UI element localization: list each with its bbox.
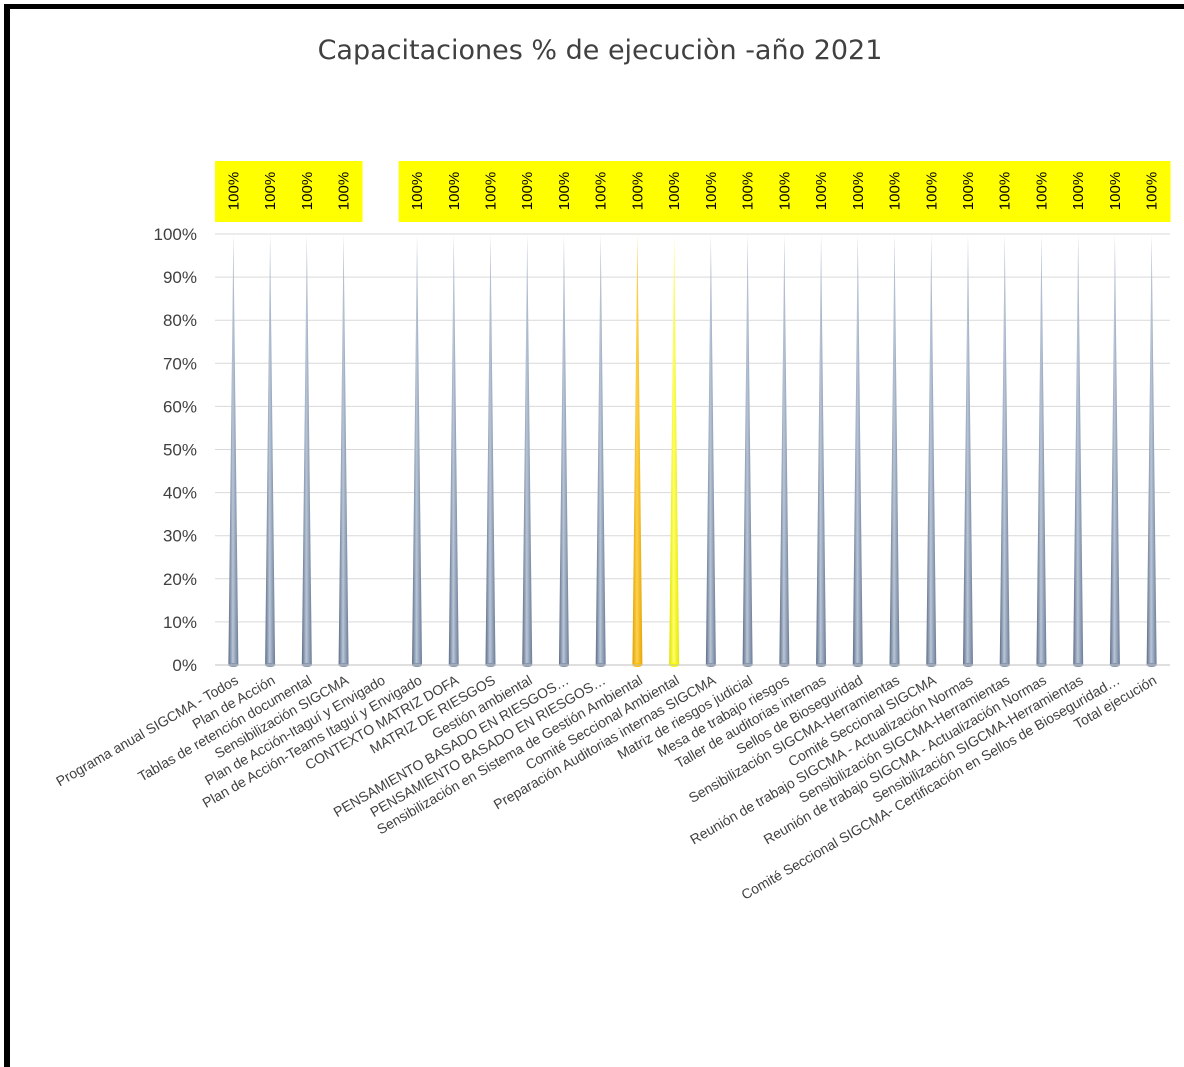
data-label-background [802,161,841,222]
data-label: 100% [1033,172,1050,210]
bar-cone [742,234,753,665]
data-label-background [655,161,694,222]
bar-cone [338,234,349,665]
bar-cone [1036,234,1047,665]
y-tick-label: 20% [163,570,197,589]
data-label: 100% [409,172,426,210]
data-label: 100% [629,172,646,210]
data-label-background [1023,161,1061,222]
data-label: 100% [813,172,830,210]
data-label: 100% [1144,172,1161,210]
data-label-background [398,161,436,222]
bar-cone [448,234,459,665]
bar-cone [301,234,312,665]
bar-cone [1146,234,1157,665]
data-label-background [545,161,583,222]
chart-frame: Capacitaciones % de ejecuciòn -año 2021 … [4,4,1184,1067]
bar-cone [1109,234,1120,665]
data-label: 100% [923,172,940,210]
bar-cone [228,234,239,665]
data-label: 100% [336,172,353,210]
bar-cone [816,234,827,665]
data-label-background [582,161,620,222]
y-tick-label: 100% [154,225,197,244]
bar-cone [889,234,900,665]
bar-cone [632,234,643,665]
data-label: 100% [666,172,683,210]
data-label: 100% [262,172,279,210]
data-label-background [508,161,547,222]
data-label: 100% [776,172,793,210]
data-label: 100% [887,172,904,210]
data-label-background [215,161,253,222]
bar-cone [522,234,533,665]
y-tick-label: 30% [163,527,197,546]
y-tick-label: 40% [163,484,197,503]
bar-cone [1073,234,1084,665]
data-label: 100% [519,172,536,210]
bar-cone [595,234,606,665]
data-label-background [1096,161,1134,222]
bar-cone [779,234,790,665]
data-label-background [288,161,326,222]
data-label: 100% [1107,172,1124,210]
data-label-background [876,161,914,222]
chart: Capacitaciones % de ejecuciòn -año 2021 … [53,35,1171,903]
data-label-background [1059,161,1098,222]
data-label-background [839,161,877,222]
chart-title: Capacitaciones % de ejecuciòn -año 2021 [318,35,883,66]
bar-cone [705,234,716,665]
data-label-background [729,161,767,222]
data-label-background [325,161,363,222]
y-tick-label: 70% [163,354,197,373]
bar-cone [999,234,1010,665]
bar-cone [265,234,276,665]
data-label: 100% [299,172,316,210]
data-label-background [986,161,1024,222]
y-tick-label: 10% [163,613,197,632]
bar-cone [669,234,680,665]
data-label-background [472,161,510,222]
bar-cone [558,234,569,665]
bar-cone [852,234,863,665]
y-tick-label: 60% [163,397,197,416]
bar-cone [962,234,973,665]
data-label: 100% [850,172,867,210]
data-label-background [949,161,987,222]
y-tick-label: 50% [163,441,197,460]
data-label: 100% [225,172,242,210]
data-label: 100% [997,172,1014,210]
y-tick-label: 90% [163,268,197,287]
data-label: 100% [740,172,757,210]
data-label: 100% [446,172,463,210]
bar-cone [485,234,496,665]
data-label: 100% [556,172,573,210]
data-label-background [435,161,473,222]
data-label: 100% [482,172,499,210]
data-label-background [251,161,290,222]
data-label: 100% [1070,172,1087,210]
bar-cone [412,234,423,665]
y-tick-label: 80% [163,311,197,330]
data-label-background [765,161,804,222]
data-label-background [1133,161,1171,222]
data-label: 100% [593,172,610,210]
data-label-background [619,161,657,222]
data-label-background [692,161,730,222]
y-tick-label: 0% [172,656,197,675]
data-label: 100% [703,172,720,210]
bar-cone [926,234,937,665]
data-label-background [912,161,951,222]
data-label: 100% [960,172,977,210]
